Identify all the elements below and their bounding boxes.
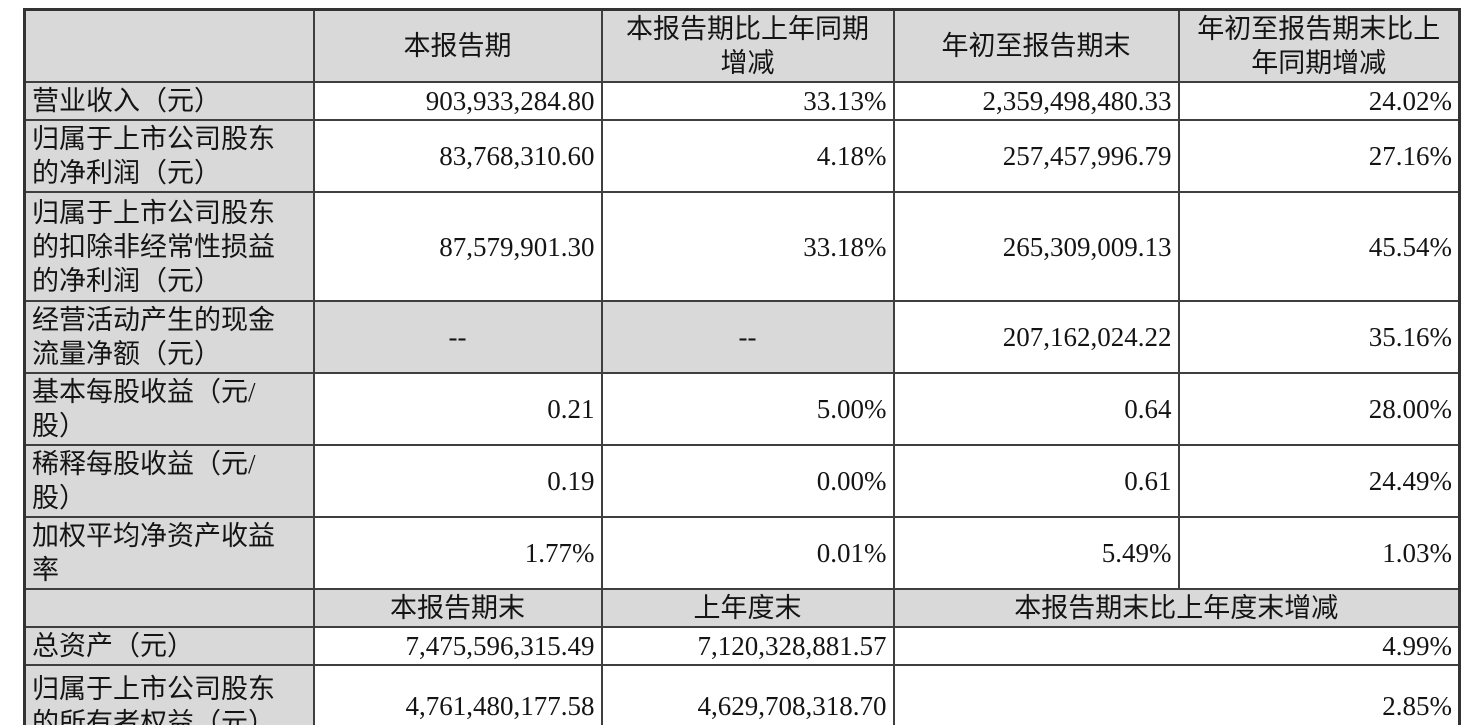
- header-ytd-vs-prior-yoy: 年初至报告期末比上 年同期增减: [1177, 8, 1461, 83]
- diluted-eps-current-change: 0.00%: [600, 444, 895, 518]
- revenue-current: 903,933,284.80: [312, 81, 603, 121]
- diluted-eps-ytd: 0.61: [892, 444, 1180, 518]
- table-row-revenue: 营业收入（元） 903,933,284.80 33.13% 2,359,498,…: [23, 81, 1461, 121]
- total-assets-prior-year-end: 7,120,328,881.57: [600, 626, 895, 666]
- header-current-period: 本报告期: [312, 8, 603, 83]
- total-assets-change: 4.99%: [892, 626, 1461, 666]
- table-row-net-profit-ex-nonrecurring: 归属于上市公司股东 的扣除非经常性损益 的净利润（元） 87,579,901.3…: [23, 191, 1461, 302]
- table-subheader-row: 本报告期末 上年度末 本报告期末比上年度末增减: [23, 588, 1461, 628]
- table-row-basic-eps: 基本每股收益（元/ 股） 0.21 5.00% 0.64 28.00%: [23, 372, 1461, 446]
- table-header-row: 本报告期 本报告期比上年同期 增减 年初至报告期末 年初至报告期末比上 年同期增…: [23, 8, 1461, 83]
- table-row-diluted-eps: 稀释每股收益（元/ 股） 0.19 0.00% 0.61 24.49%: [23, 444, 1461, 518]
- basic-eps-current-change: 5.00%: [600, 372, 895, 446]
- cash-flow-ytd: 207,162,024.22: [892, 300, 1180, 374]
- net-profit-ytd-change: 27.16%: [1177, 119, 1461, 193]
- revenue-label: 营业收入（元）: [23, 81, 315, 121]
- basic-eps-ytd-change: 28.00%: [1177, 372, 1461, 446]
- subheader-period-end: 本报告期末: [312, 588, 603, 628]
- net-profit-ex-ytd: 265,309,009.13: [892, 191, 1180, 302]
- basic-eps-ytd: 0.64: [892, 372, 1180, 446]
- subheader-prior-year-end: 上年度末: [600, 588, 895, 628]
- net-profit-ex-ytd-change: 45.54%: [1177, 191, 1461, 302]
- basic-eps-label: 基本每股收益（元/ 股）: [23, 372, 315, 446]
- diluted-eps-current: 0.19: [312, 444, 603, 518]
- table-row-total-assets: 总资产（元） 7,475,596,315.49 7,120,328,881.57…: [23, 626, 1461, 666]
- equity-label: 归属于上市公司股东 的所有者权益（元）: [23, 664, 315, 725]
- header-ytd: 年初至报告期末: [892, 8, 1180, 83]
- cash-flow-ytd-change: 35.16%: [1177, 300, 1461, 374]
- net-profit-label: 归属于上市公司股东 的净利润（元）: [23, 119, 315, 193]
- roe-ytd-change: 1.03%: [1177, 516, 1461, 590]
- net-profit-ex-current: 87,579,901.30: [312, 191, 603, 302]
- net-profit-current: 83,768,310.60: [312, 119, 603, 193]
- net-profit-current-change: 4.18%: [600, 119, 895, 193]
- cash-flow-current: --: [312, 300, 603, 374]
- diluted-eps-ytd-change: 24.49%: [1177, 444, 1461, 518]
- basic-eps-current: 0.21: [312, 372, 603, 446]
- roe-current-change: 0.01%: [600, 516, 895, 590]
- revenue-current-change: 33.13%: [600, 81, 895, 121]
- equity-period-end: 4,761,480,177.58: [312, 664, 603, 725]
- roe-label: 加权平均净资产收益 率: [23, 516, 315, 590]
- revenue-ytd: 2,359,498,480.33: [892, 81, 1180, 121]
- key-financials-table: 本报告期 本报告期比上年同期 增减 年初至报告期末 年初至报告期末比上 年同期增…: [23, 8, 1461, 725]
- header-corner-cell: [23, 8, 315, 83]
- table-row-weighted-roe: 加权平均净资产收益 率 1.77% 0.01% 5.49% 1.03%: [23, 516, 1461, 590]
- subheader-period-end-vs-prior-year-end: 本报告期末比上年度末增减: [892, 588, 1461, 628]
- header-current-vs-prior-yoy: 本报告期比上年同期 增减: [600, 8, 895, 83]
- net-profit-ex-current-change: 33.18%: [600, 191, 895, 302]
- equity-prior-year-end: 4,629,708,318.70: [600, 664, 895, 725]
- cash-flow-label: 经营活动产生的现金 流量净额（元）: [23, 300, 315, 374]
- net-profit-ex-label: 归属于上市公司股东 的扣除非经常性损益 的净利润（元）: [23, 191, 315, 302]
- roe-current: 1.77%: [312, 516, 603, 590]
- revenue-ytd-change: 24.02%: [1177, 81, 1461, 121]
- net-profit-ytd: 257,457,996.79: [892, 119, 1180, 193]
- roe-ytd: 5.49%: [892, 516, 1180, 590]
- cash-flow-current-change: --: [600, 300, 895, 374]
- table-row-operating-cash-flow: 经营活动产生的现金 流量净额（元） -- -- 207,162,024.22 3…: [23, 300, 1461, 374]
- total-assets-label: 总资产（元）: [23, 626, 315, 666]
- diluted-eps-label: 稀释每股收益（元/ 股）: [23, 444, 315, 518]
- table-row-shareholders-equity: 归属于上市公司股东 的所有者权益（元） 4,761,480,177.58 4,6…: [23, 664, 1461, 725]
- total-assets-period-end: 7,475,596,315.49: [312, 626, 603, 666]
- subheader-corner-cell: [23, 588, 315, 628]
- table-row-net-profit: 归属于上市公司股东 的净利润（元） 83,768,310.60 4.18% 25…: [23, 119, 1461, 193]
- equity-change: 2.85%: [892, 664, 1461, 725]
